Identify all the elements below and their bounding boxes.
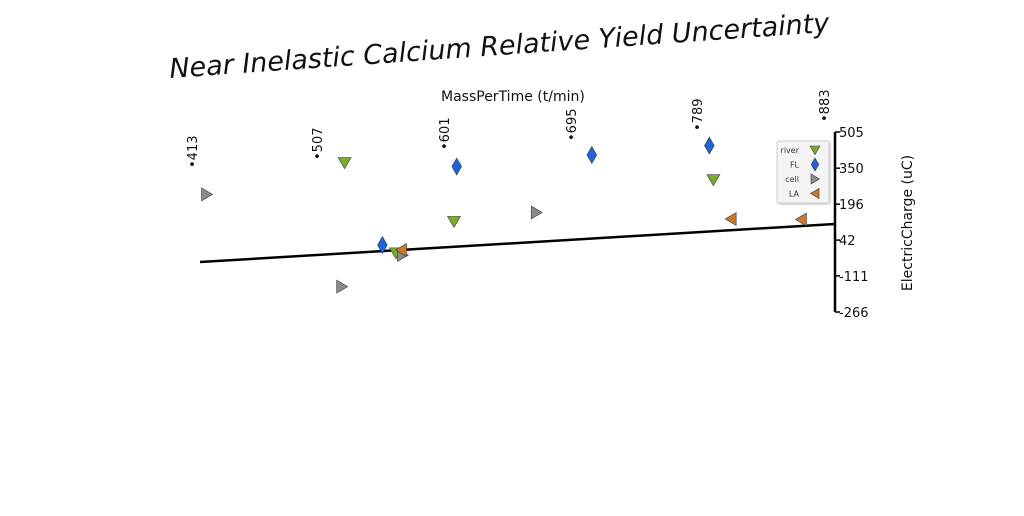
legend-label-la: LA bbox=[789, 190, 800, 199]
point-fl-1 bbox=[451, 157, 462, 176]
legend-label-river: river bbox=[781, 146, 800, 155]
x-tick-label: •883 bbox=[818, 90, 833, 122]
y-tick-label: -111 bbox=[839, 270, 869, 285]
legend-marker-river bbox=[809, 145, 821, 156]
point-la-2 bbox=[724, 211, 737, 227]
x-axis-line bbox=[199, 222, 836, 264]
legend-marker-la bbox=[809, 187, 820, 200]
chart-title: Near Inelastic Calcium Relative Yield Un… bbox=[168, 8, 831, 85]
legend-label-fl: FL bbox=[790, 161, 800, 170]
point-cell-1 bbox=[201, 187, 214, 202]
legend-label-cell: cell bbox=[785, 175, 799, 184]
legend-box bbox=[776, 140, 830, 204]
point-fl-4 bbox=[377, 235, 388, 255]
x-tick-label: •413 bbox=[186, 136, 201, 168]
point-cell-4 bbox=[336, 279, 349, 294]
point-la-1 bbox=[394, 242, 407, 257]
x-tick-label: •507 bbox=[311, 128, 326, 160]
point-fl-3 bbox=[704, 136, 715, 155]
y-tick-label: 42 bbox=[839, 234, 856, 249]
point-river-4 bbox=[706, 174, 721, 187]
point-river-2 bbox=[446, 216, 462, 229]
point-la-3 bbox=[794, 212, 807, 227]
y-axis-title: ElectricCharge (uC) bbox=[900, 155, 916, 291]
y-tick-label: 350 bbox=[839, 162, 864, 177]
x-tick-label: •601 bbox=[438, 118, 453, 150]
point-fl-2 bbox=[586, 145, 598, 165]
point-river-1 bbox=[337, 157, 352, 170]
x-axis-title: MassPerTime (t/min) bbox=[441, 89, 585, 105]
legend-marker-fl bbox=[810, 157, 820, 172]
y-tick-label: -266 bbox=[839, 306, 869, 321]
x-tick-label: •789 bbox=[691, 99, 706, 131]
y-tick-label: 196 bbox=[839, 198, 864, 213]
y-tick-label: 505 bbox=[839, 126, 864, 141]
x-tick-label: •695 bbox=[565, 109, 580, 141]
legend-marker-cell bbox=[810, 173, 821, 185]
point-cell-2 bbox=[530, 205, 543, 220]
